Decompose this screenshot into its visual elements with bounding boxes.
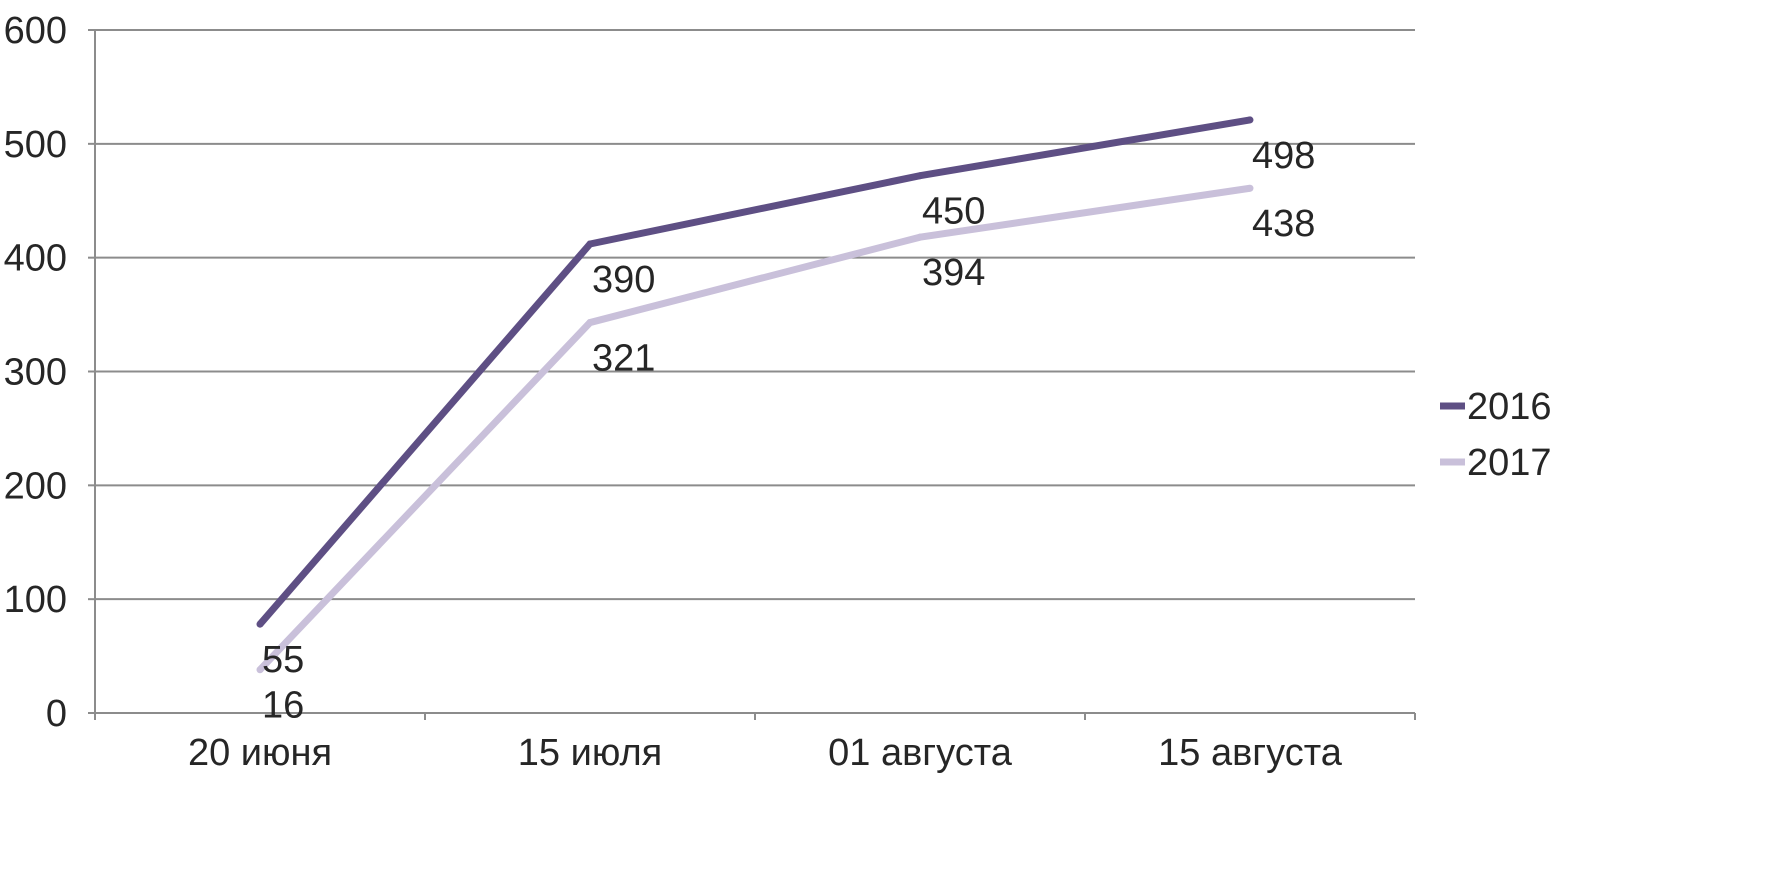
data-labels: 55 390 450 498 16 321 394 438 (262, 135, 1315, 727)
series-lines (256, 116, 1254, 674)
gridlines (95, 29, 1415, 601)
axes: 0 100 200 300 400 500 600 20 июня 15 июля 01 авгу… (4, 10, 1416, 774)
x-tick-label: 15 июля (518, 732, 662, 774)
data-label-2016: 390 (592, 259, 655, 301)
data-point-2017 (586, 319, 594, 327)
y-tick-label: 600 (4, 10, 67, 52)
data-point-2016 (256, 620, 264, 628)
data-label-2017: 16 (262, 685, 304, 727)
legend-label-2016: 2016 (1467, 386, 1552, 428)
data-label-2016: 498 (1252, 135, 1315, 177)
data-point-2016 (916, 172, 924, 180)
series-line-2017 (257, 184, 1251, 673)
y-tick-label: 300 (4, 352, 67, 394)
y-tick-label: 0 (46, 693, 67, 735)
data-point-2017 (916, 233, 924, 241)
series-line-2016 (257, 116, 1251, 627)
data-label-2016: 55 (262, 639, 304, 681)
data-point-2017 (256, 666, 264, 674)
y-tick-label: 400 (4, 238, 67, 280)
data-label-2017: 438 (1252, 203, 1315, 245)
y-tick-label: 100 (4, 579, 67, 621)
y-tick-label: 200 (4, 465, 67, 507)
x-tick-label: 20 июня (188, 732, 332, 774)
x-tick-label: 15 августа (1158, 732, 1343, 774)
data-point-2016 (1246, 116, 1254, 124)
legend: 2016 2017 (1440, 386, 1552, 484)
data-label-2017: 394 (922, 252, 985, 294)
y-tick-label: 500 (4, 124, 67, 166)
data-label-2017: 321 (592, 338, 655, 380)
data-point-2017 (1246, 184, 1254, 192)
data-point-2016 (586, 240, 594, 248)
x-tick-label: 01 августа (828, 732, 1013, 774)
legend-label-2017: 2017 (1467, 442, 1552, 484)
data-label-2016: 450 (922, 191, 985, 233)
